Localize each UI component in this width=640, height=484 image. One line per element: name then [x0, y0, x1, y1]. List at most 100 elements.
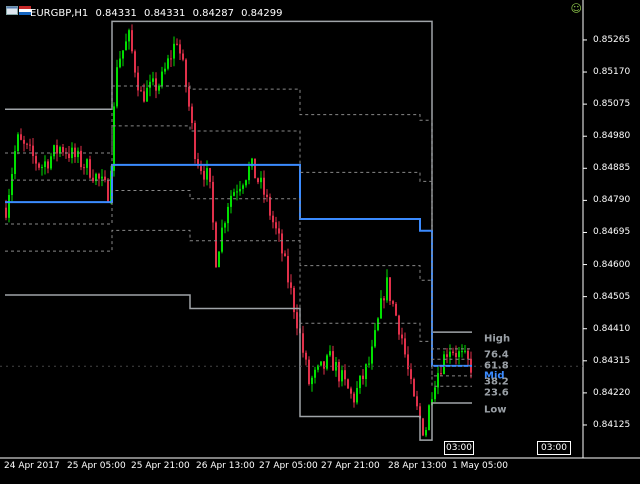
candle-bear — [200, 166, 202, 171]
candle-bear — [29, 144, 31, 146]
candle-bear — [170, 58, 172, 60]
candle-bear — [296, 312, 298, 329]
candle-bull — [425, 430, 427, 436]
candle-bear — [323, 361, 325, 369]
price-label: 0.84125 — [593, 419, 631, 430]
fib-label-61-8: 61.8 — [484, 360, 509, 372]
candle-bull — [161, 71, 163, 86]
candle-bull — [431, 399, 433, 406]
candle-bear — [338, 362, 340, 382]
candle-bear — [254, 158, 256, 179]
time-marker-box: 03:00 — [444, 441, 474, 455]
candle-bear — [191, 106, 193, 124]
candles — [5, 24, 472, 438]
candle-bear — [266, 194, 268, 197]
ohlc-low: 0.84287 — [192, 8, 234, 19]
price-label: 0.84220 — [593, 387, 631, 398]
candle-bear — [188, 86, 190, 107]
chart-window-icon[interactable] — [6, 6, 18, 15]
candle-bull — [314, 369, 316, 378]
candle-bear — [137, 72, 139, 91]
flag-icon[interactable] — [19, 6, 31, 15]
fib-label-76-4: 76.4 — [484, 349, 509, 361]
candle-bull — [119, 58, 121, 68]
candle-bear — [143, 91, 145, 102]
candle-bear — [413, 379, 415, 397]
candle-bear — [275, 222, 277, 229]
candle-bear — [176, 43, 178, 45]
time-label: 25 Apr 21:00 — [131, 461, 190, 471]
candle-bear — [305, 352, 307, 360]
candle-bull — [116, 67, 118, 107]
candle-bear — [182, 53, 184, 60]
candle-bear — [155, 78, 157, 91]
candle-bull — [44, 161, 46, 168]
candle-bull — [437, 373, 439, 388]
candle-bull — [341, 370, 343, 382]
autotrading-smile-icon[interactable]: ☺ — [570, 2, 582, 15]
candle-bear — [344, 370, 346, 380]
candle-bull — [149, 81, 151, 88]
candle-bull — [14, 151, 16, 175]
time-label: 27 Apr 05:00 — [259, 461, 318, 471]
price-axis[interactable]: 0.85265 0.85170 0.85075 0.84980 0.84885 0.847… — [583, 0, 640, 458]
candle-bear — [281, 233, 283, 254]
candle-bear — [332, 351, 334, 371]
candle-bear — [140, 90, 142, 92]
candle-bear — [35, 156, 37, 164]
fib-label-23-6: 23.6 — [484, 387, 509, 399]
candle-bull — [125, 41, 127, 51]
candle-bull — [224, 223, 226, 228]
candle-bear — [83, 167, 85, 169]
fib-label-low: Low — [484, 404, 507, 416]
candle-bear — [395, 303, 397, 316]
candle-bull — [8, 194, 10, 218]
candle-bull — [371, 346, 373, 364]
candle-bear — [392, 301, 394, 304]
candle-bull — [326, 355, 328, 369]
candle-bull — [218, 251, 220, 268]
candle-bear — [467, 350, 469, 359]
price-label: 0.84315 — [593, 355, 631, 366]
candle-bull — [242, 185, 244, 189]
candle-bull — [53, 145, 55, 157]
candle-bull — [464, 350, 466, 352]
candle-bear — [5, 207, 7, 218]
candle-bear — [350, 388, 352, 394]
time-label: 24 Apr 2017 — [4, 461, 60, 471]
time-label: 27 Apr 21:00 — [321, 461, 380, 471]
time-marker-box: 03:00 — [537, 441, 571, 455]
candle-bear — [353, 393, 355, 403]
symbol-label: EURGBP,H1 — [30, 8, 89, 19]
candle-bull — [113, 106, 115, 171]
candle-bear — [407, 354, 409, 370]
candle-bear — [38, 163, 40, 168]
channel-low-line — [5, 294, 472, 441]
candle-bear — [293, 287, 295, 313]
time-label: 25 Apr 05:00 — [67, 461, 126, 471]
ohlc-high: 0.84331 — [144, 8, 186, 19]
price-label: 0.85265 — [593, 34, 631, 45]
candle-bear — [98, 173, 100, 179]
candle-bear — [287, 256, 289, 283]
candle-bull — [434, 387, 436, 400]
candle-bull — [86, 159, 88, 168]
candle-bear — [104, 176, 106, 181]
candle-bull — [50, 156, 52, 169]
candle-bull — [251, 158, 253, 167]
candle-bear — [419, 406, 421, 419]
candle-bear — [383, 298, 385, 301]
candle-bear — [47, 161, 49, 169]
symbol-info: EURGBP,H1 0.84331 0.84331 0.84287 0.8429… — [30, 8, 286, 19]
candle-bear — [89, 159, 91, 178]
price-label: 0.85170 — [593, 67, 631, 78]
candle-bear — [401, 334, 403, 339]
candle-bull — [317, 365, 319, 370]
candle-bear — [23, 139, 25, 144]
candle-bear — [107, 180, 109, 203]
price-label: 0.84410 — [593, 323, 631, 334]
candle-bear — [455, 352, 457, 358]
candle-bull — [248, 166, 250, 181]
